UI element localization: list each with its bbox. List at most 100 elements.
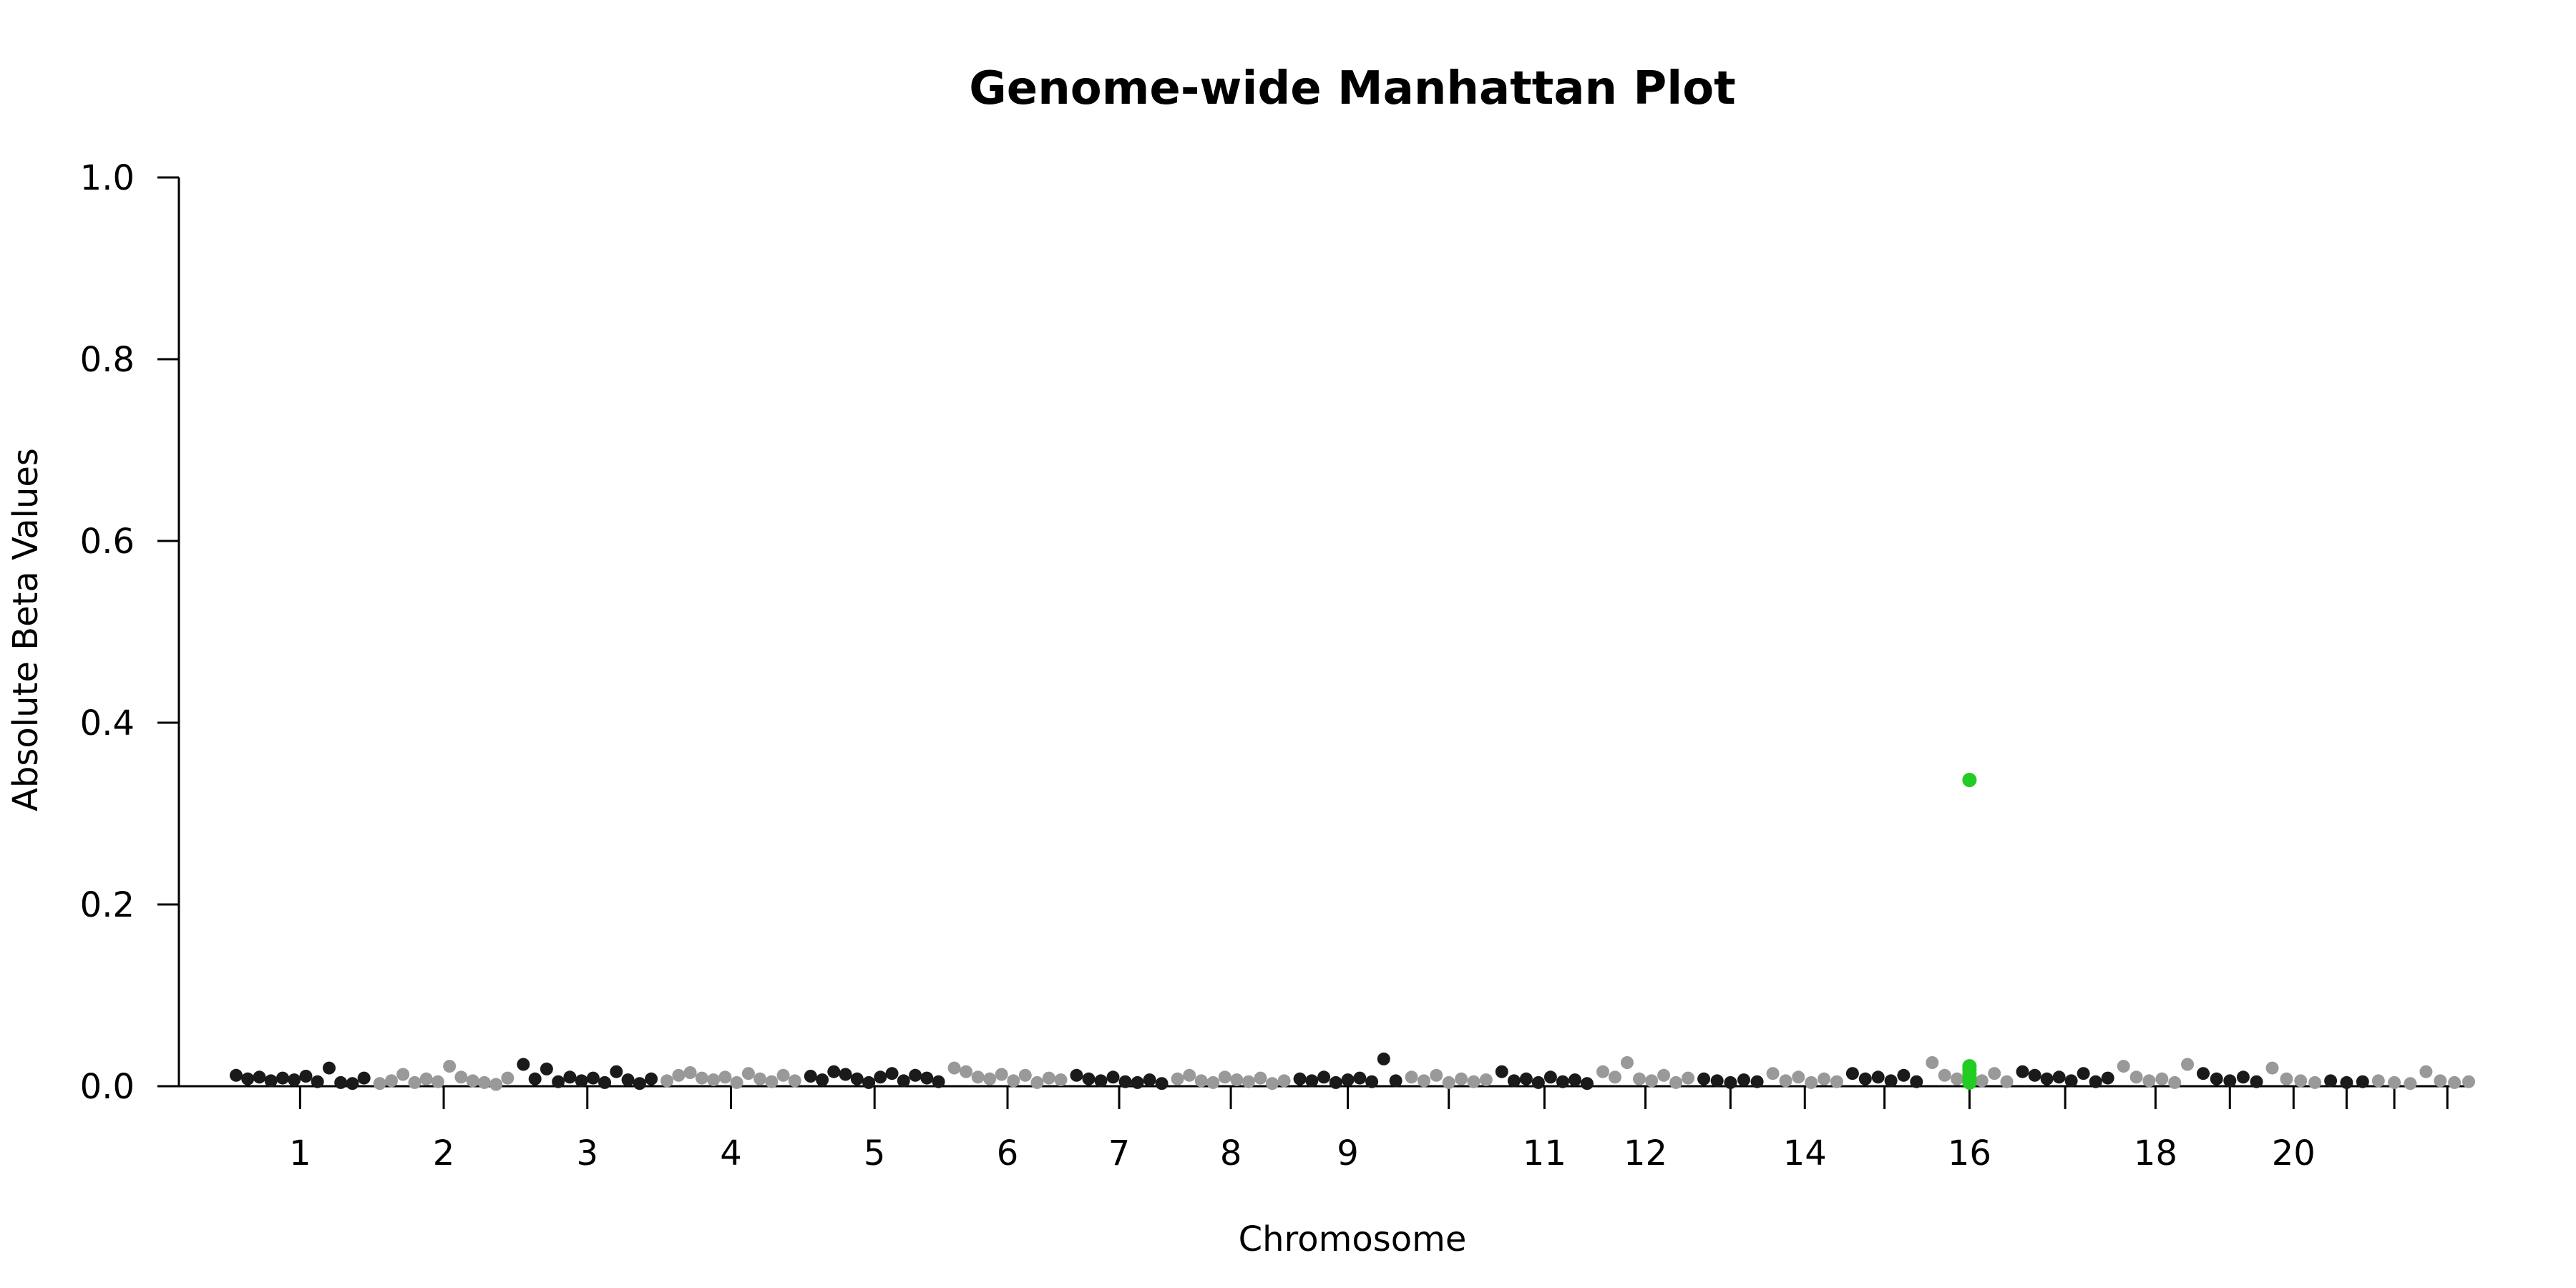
data-point: [621, 1073, 635, 1087]
data-point: [2308, 1075, 2322, 1089]
data-point: [2223, 1074, 2237, 1088]
y-axis-label: Absolute Beta Values: [6, 448, 46, 811]
data-point: [241, 1072, 255, 1085]
data-point: [2434, 1074, 2447, 1088]
data-point: [230, 1068, 243, 1082]
x-tick-label: 7: [1108, 1133, 1131, 1174]
data-point: [1633, 1072, 1646, 1085]
data-point: [1194, 1074, 1208, 1088]
data-point: [1830, 1075, 1843, 1088]
data-point: [1568, 1073, 1581, 1087]
data-point: [1621, 1056, 1634, 1069]
data-point: [827, 1065, 841, 1078]
data-point: [1710, 1074, 1724, 1088]
y-tick-label: 0.6: [80, 522, 135, 562]
data-point: [971, 1070, 985, 1084]
data-point: [2250, 1075, 2263, 1088]
data-point: [346, 1077, 359, 1091]
data-point: [1353, 1071, 1367, 1085]
x-tick-label: 16: [1948, 1133, 1991, 1174]
data-point: [501, 1071, 514, 1085]
data-point: [1118, 1075, 1132, 1088]
data-point: [2265, 1061, 2279, 1075]
data-point: [1054, 1073, 1068, 1087]
data-point: [288, 1073, 301, 1087]
x-tick-label: 11: [1523, 1133, 1566, 1174]
data-point: [1926, 1056, 1939, 1069]
y-tick-label: 0.2: [80, 885, 135, 925]
data-point: [1230, 1073, 1244, 1087]
data-point: [1697, 1072, 1711, 1085]
data-point: [2419, 1065, 2433, 1078]
data-point: [1543, 1070, 1557, 1084]
data-point: [598, 1075, 612, 1089]
data-point: [1792, 1070, 1805, 1084]
data-point: [1143, 1073, 1156, 1087]
data-point: [1277, 1074, 1291, 1088]
data-point: [552, 1075, 565, 1088]
data-point: [1750, 1075, 1764, 1088]
data-point: [2181, 1058, 2194, 1071]
data-point: [1910, 1075, 1923, 1088]
data-point: [489, 1078, 503, 1091]
data-point: [575, 1074, 588, 1088]
data-point: [1556, 1075, 1569, 1088]
data-point: [1405, 1070, 1418, 1084]
y-tick-label: 0.0: [80, 1067, 135, 1107]
data-point: [2077, 1067, 2090, 1080]
data-point: [1082, 1072, 1096, 1085]
x-tick-label: 1: [289, 1133, 311, 1174]
chart-title: Genome-wide Manhattan Plot: [969, 62, 1736, 115]
data-point: [788, 1074, 801, 1088]
y-tick-label: 0.8: [80, 340, 135, 380]
x-tick-label: 6: [997, 1133, 1019, 1174]
data-point: [2404, 1077, 2417, 1091]
data-point: [2155, 1072, 2169, 1085]
data-point: [408, 1075, 421, 1089]
data-point: [2168, 1075, 2182, 1089]
data-point: [1131, 1075, 1144, 1089]
highlight-point: [1962, 1075, 1977, 1090]
data-point: [1341, 1073, 1355, 1087]
data-point: [960, 1065, 973, 1078]
data-point: [839, 1068, 852, 1081]
data-point: [1988, 1067, 2001, 1080]
data-point: [1106, 1070, 1120, 1084]
data-point: [1293, 1072, 1307, 1085]
data-point: [2340, 1075, 2353, 1089]
data-point: [1845, 1067, 1859, 1080]
data-point: [897, 1074, 910, 1088]
data-point: [2028, 1068, 2041, 1082]
data-point: [385, 1074, 398, 1088]
data-point: [2052, 1070, 2066, 1084]
highlight-point: [1962, 773, 1977, 787]
data-point: [1737, 1073, 1750, 1087]
data-point: [1669, 1075, 1683, 1089]
data-point: [1596, 1065, 1609, 1078]
data-point: [1030, 1075, 1044, 1089]
data-point: [2371, 1074, 2385, 1088]
data-point: [1070, 1068, 1083, 1082]
data-point: [563, 1070, 577, 1084]
data-point: [396, 1068, 410, 1081]
data-point: [683, 1066, 697, 1079]
data-point: [466, 1074, 479, 1088]
data-point: [1155, 1077, 1169, 1091]
data-point: [610, 1065, 623, 1078]
x-tick-label: 9: [1337, 1133, 1359, 1174]
data-point: [850, 1072, 864, 1085]
data-point: [2448, 1075, 2462, 1089]
data-point: [1818, 1072, 1831, 1085]
data-point: [431, 1075, 444, 1088]
data-point: [323, 1061, 336, 1075]
data-point: [741, 1067, 755, 1080]
data-point: [695, 1071, 708, 1085]
data-point: [1206, 1075, 1220, 1089]
data-point: [1094, 1074, 1108, 1088]
data-point: [299, 1070, 313, 1083]
data-point: [2356, 1075, 2369, 1088]
data-point: [528, 1072, 542, 1085]
data-point: [1467, 1075, 1480, 1088]
data-point: [804, 1070, 817, 1083]
data-point: [2462, 1075, 2475, 1088]
